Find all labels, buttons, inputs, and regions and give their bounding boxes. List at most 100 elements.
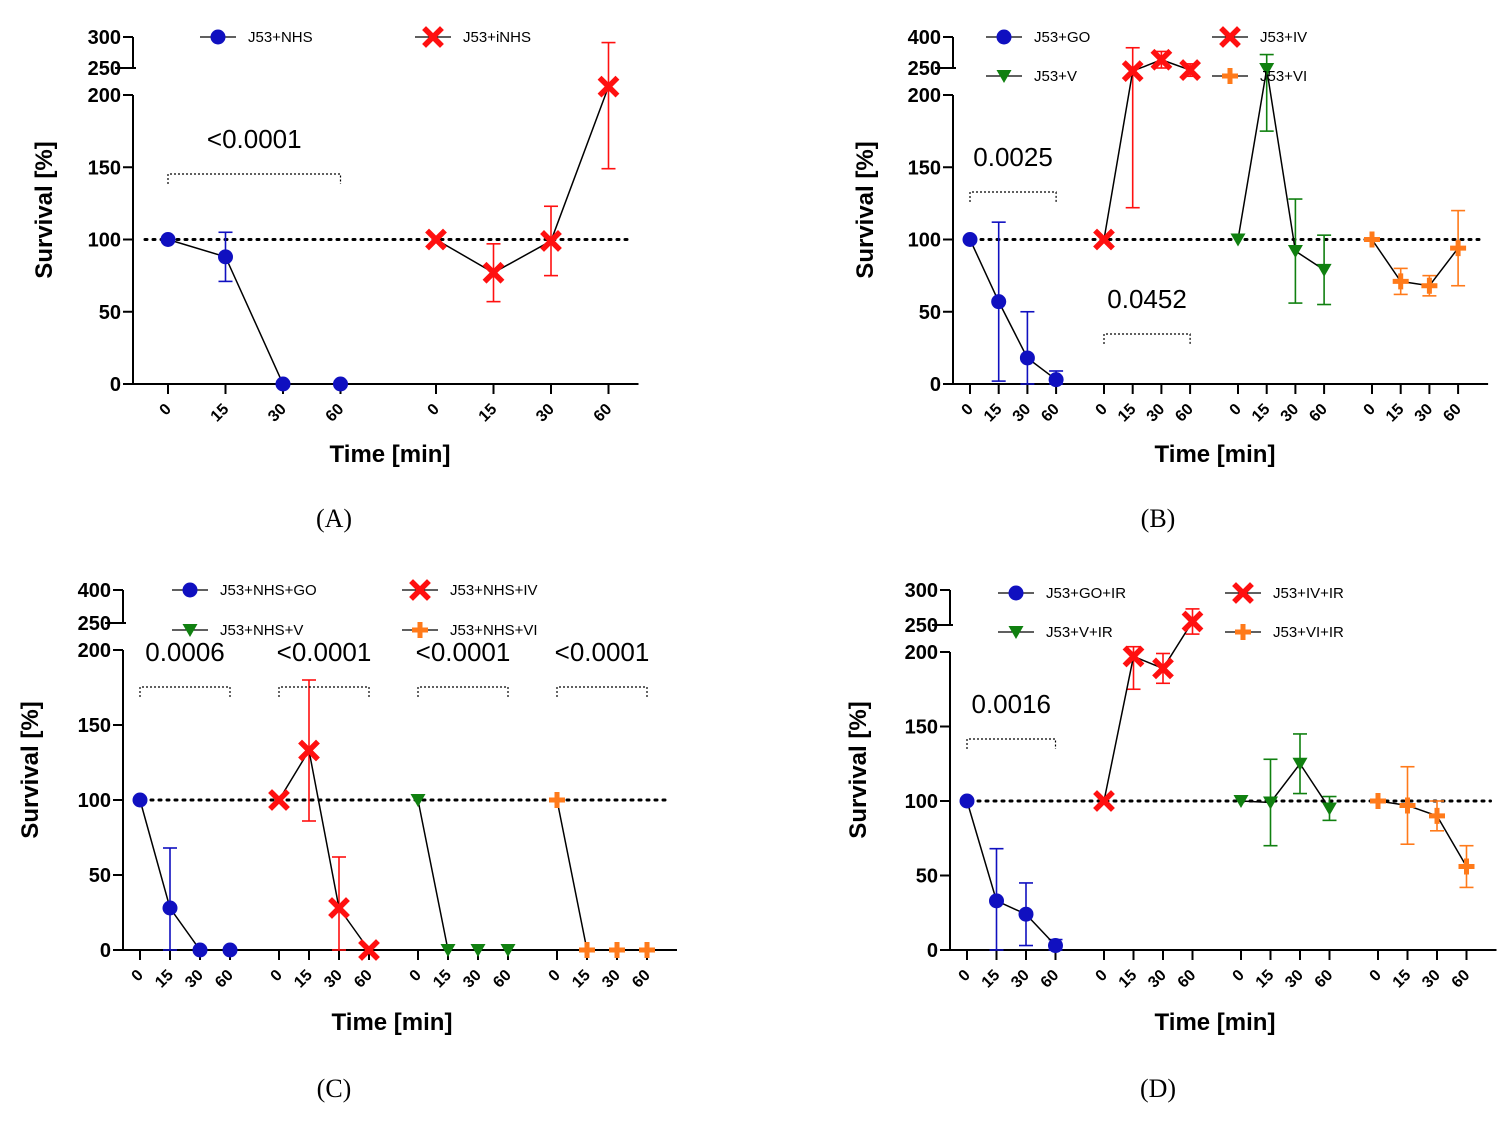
y-tick-label: 150 xyxy=(88,157,121,179)
y-tick-label: 250 xyxy=(908,58,941,80)
x-tick-label: 60 xyxy=(1172,401,1197,426)
data-point xyxy=(1179,59,1201,81)
data-point xyxy=(470,944,486,957)
significance-bracket xyxy=(278,686,370,697)
y-tick-label: 50 xyxy=(89,865,111,887)
legend-label: J53+VI+IR xyxy=(1273,624,1344,641)
x-tick-label: 60 xyxy=(1440,401,1465,426)
x-tick-label: 30 xyxy=(1412,401,1437,426)
x-tick-label: 0 xyxy=(268,967,286,985)
x-tick-label: 0 xyxy=(129,967,147,985)
legend-entry: J53+NHS+GO xyxy=(172,582,317,599)
legend-entry: J53+NHS+IV xyxy=(402,579,538,601)
data-point xyxy=(1370,793,1386,809)
x-tick-label: 60 xyxy=(1038,401,1063,426)
data-point xyxy=(540,230,562,252)
legend-entry: J53+IV+IR xyxy=(1225,582,1344,604)
y-tick-label: 0 xyxy=(927,940,938,962)
legend-label: J53+NHS+IV xyxy=(450,582,538,599)
data-point xyxy=(1421,277,1438,294)
legend-marker xyxy=(996,70,1012,83)
x-tick-label: 15 xyxy=(1390,967,1415,992)
data-point xyxy=(1450,240,1467,257)
p-value-annotation: <0.0001 xyxy=(207,124,302,154)
y-axis-title: Survival [%] xyxy=(31,141,58,278)
x-tick-label: 60 xyxy=(1306,401,1331,426)
y-tick-label: 0 xyxy=(930,374,941,396)
x-axis-title: Time [min] xyxy=(332,1009,453,1036)
significance-bracket xyxy=(556,686,648,697)
p-value-annotation: 0.0452 xyxy=(1107,284,1187,314)
series-j53-nhs-v xyxy=(410,794,516,957)
significance-bracket xyxy=(167,173,342,184)
significance-bracket xyxy=(966,738,1057,749)
legend-label: J53+V+IR xyxy=(1046,624,1113,641)
series-line xyxy=(556,799,647,951)
legend-entry: J53+NHS+V xyxy=(172,622,303,639)
legend-entry: J53+NHS+VI xyxy=(402,622,538,639)
legend-marker xyxy=(1222,68,1238,84)
y-tick-label: 200 xyxy=(78,640,111,662)
x-tick-label: 60 xyxy=(1038,967,1063,992)
y-axis-title: Survival [%] xyxy=(17,701,44,838)
legend-marker xyxy=(210,29,226,45)
data-point xyxy=(192,942,208,958)
x-tick-label: 30 xyxy=(1419,967,1444,992)
x-tick-label: 30 xyxy=(599,967,624,992)
x-tick-label: 0 xyxy=(546,967,564,985)
data-point xyxy=(328,897,350,919)
data-point xyxy=(1399,797,1416,814)
series-j53-nhs-go xyxy=(132,792,238,958)
legend-label: J53+GO xyxy=(1034,29,1090,46)
y-tick-label: 100 xyxy=(908,230,941,252)
y-tick-label: 150 xyxy=(905,717,938,739)
x-tick-label: 0 xyxy=(1230,967,1248,985)
data-point xyxy=(1048,938,1063,954)
p-value-annotation: <0.0001 xyxy=(277,637,372,667)
x-tick-label: 30 xyxy=(265,401,290,426)
significance-bracket xyxy=(417,686,509,697)
legend-marker xyxy=(1235,624,1251,640)
legend-label: J53+NHS+GO xyxy=(220,582,317,599)
y-tick-label: 300 xyxy=(88,27,121,49)
data-point xyxy=(1018,906,1034,922)
data-point xyxy=(358,939,380,961)
data-point xyxy=(1048,372,1064,388)
x-tick-label: 60 xyxy=(629,967,654,992)
series-j53-nhs-iv xyxy=(268,679,380,961)
data-point xyxy=(218,249,233,265)
x-tick-label: 0 xyxy=(1227,401,1245,419)
legend-label: J53+GO+IR xyxy=(1046,585,1126,602)
significance-bracket xyxy=(969,191,1057,202)
x-tick-label: 0 xyxy=(1093,967,1111,985)
data-point xyxy=(500,944,516,957)
x-tick-label: 60 xyxy=(1312,967,1337,992)
legend-entry: J53+NHS xyxy=(200,29,313,46)
y-tick-label: 200 xyxy=(88,85,121,107)
series-j53-inhs xyxy=(425,41,620,303)
y-tick-label: 100 xyxy=(905,791,938,813)
x-tick-label: 15 xyxy=(1115,401,1140,426)
x-tick-label: 15 xyxy=(979,967,1004,992)
data-point xyxy=(1392,273,1409,290)
legend-marker xyxy=(182,582,198,598)
data-point xyxy=(1121,60,1144,82)
data-point xyxy=(991,294,1007,310)
x-tick-label: 30 xyxy=(1278,401,1303,426)
series-j53-vi xyxy=(1364,209,1467,297)
data-point xyxy=(1316,263,1332,277)
data-point xyxy=(333,376,348,392)
x-tick-label: 0 xyxy=(425,401,443,419)
x-tick-label: 0 xyxy=(959,401,977,419)
x-axis-title: Time [min] xyxy=(330,441,451,468)
significance-bracket xyxy=(1103,333,1191,344)
legend-label: J53+NHS xyxy=(248,29,313,46)
legend-marker xyxy=(1008,585,1024,601)
legend-entry: J53+GO+IR xyxy=(998,585,1126,602)
p-value-annotation: <0.0001 xyxy=(416,637,511,667)
data-point xyxy=(1150,48,1173,71)
data-point xyxy=(962,232,978,247)
